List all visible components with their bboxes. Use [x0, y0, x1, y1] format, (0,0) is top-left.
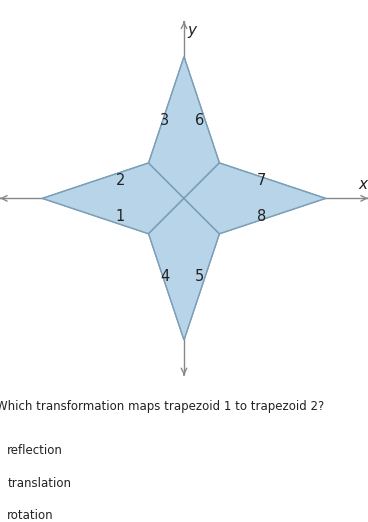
Polygon shape [184, 163, 326, 234]
Polygon shape [149, 57, 219, 198]
Text: translation: translation [7, 477, 71, 490]
Text: 7: 7 [257, 173, 266, 188]
Text: 8: 8 [257, 209, 266, 223]
Text: Which transformation maps trapezoid 1 to trapezoid 2?: Which transformation maps trapezoid 1 to… [0, 400, 325, 413]
Polygon shape [42, 163, 184, 234]
Text: 2: 2 [116, 173, 125, 188]
Polygon shape [149, 57, 219, 198]
Text: 3: 3 [160, 113, 169, 128]
Text: x: x [358, 177, 367, 192]
Text: 4: 4 [160, 269, 169, 283]
Text: 6: 6 [195, 113, 205, 128]
Text: reflection: reflection [7, 444, 63, 457]
Polygon shape [149, 198, 219, 340]
Text: 5: 5 [195, 269, 205, 283]
Polygon shape [184, 163, 326, 234]
Polygon shape [149, 198, 219, 340]
Text: y: y [187, 23, 196, 38]
Polygon shape [42, 163, 184, 234]
Text: rotation: rotation [7, 509, 54, 522]
Text: 1: 1 [116, 209, 125, 223]
